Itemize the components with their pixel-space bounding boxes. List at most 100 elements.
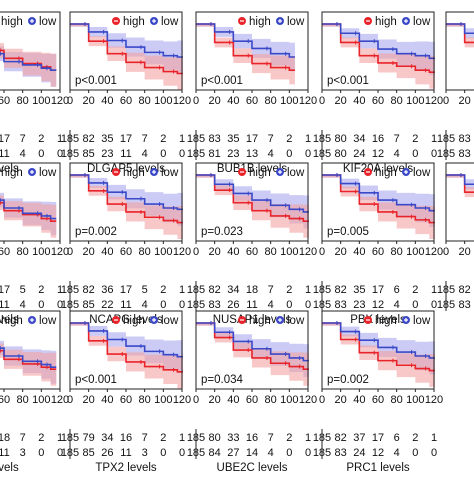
low-censor-mark xyxy=(0,346,3,351)
legend-high-label: high xyxy=(1,16,23,28)
high-censor-mark xyxy=(101,39,106,44)
x-tick-label: 80 xyxy=(265,95,277,107)
risk-high-count: 82 xyxy=(83,284,95,296)
risk-high-count: 82 xyxy=(335,432,347,444)
legend-low-label: low xyxy=(161,167,179,179)
x-tick-label: 20 xyxy=(83,246,95,258)
risk-high-count: 17 xyxy=(0,133,10,145)
x-tick-label: 0 xyxy=(443,95,449,107)
x-tick-label: 120 xyxy=(51,246,69,258)
risk-high-count: 17 xyxy=(372,284,384,296)
km-panel: highlow0204060801001201858318583 xyxy=(437,11,474,160)
risk-low-count: 83 xyxy=(335,447,347,459)
risk-low-count: 23 xyxy=(227,148,239,160)
risk-low-count: 11 xyxy=(0,148,10,160)
x-tick-label: 80 xyxy=(17,394,29,406)
legend-high-label: high xyxy=(375,167,397,179)
legend-low-swatch-mark xyxy=(404,170,408,174)
risk-low-count: 11 xyxy=(120,148,131,160)
risk-low-count: 81 xyxy=(209,148,221,160)
panel-title: PRC1 levels xyxy=(346,462,410,474)
low-censor-mark xyxy=(264,46,269,51)
risk-low-count: 0 xyxy=(38,299,44,311)
high-censor-mark xyxy=(283,65,288,70)
x-tick-label: 100 xyxy=(32,246,50,258)
risk-low-count: 14 xyxy=(246,447,258,459)
high-censor-mark xyxy=(227,335,232,340)
x-tick-label: 120 xyxy=(173,394,191,406)
risk-high-count: 2 xyxy=(160,432,166,444)
high-censor-mark xyxy=(264,355,269,360)
risk-high-count: 18 xyxy=(246,284,258,296)
risk-low-count: 11 xyxy=(0,447,10,459)
low-censor-mark xyxy=(264,346,269,351)
high-ci-band xyxy=(0,43,57,87)
x-tick-label: 40 xyxy=(227,394,239,406)
risk-high-count: 1 xyxy=(305,133,311,145)
x-tick-label: 20 xyxy=(335,95,347,107)
legend-low-label: low xyxy=(161,16,179,28)
x-tick-label: 60 xyxy=(0,95,10,107)
risk-high-count: 7 xyxy=(268,133,274,145)
high-censor-mark xyxy=(101,338,106,343)
low-survival-line xyxy=(0,199,57,220)
risk-low-count: 0 xyxy=(431,447,437,459)
risk-high-count: 2 xyxy=(286,133,292,145)
low-ci-band xyxy=(446,24,474,39)
legend-high-label: high xyxy=(249,167,271,179)
risk-low-count: 0 xyxy=(160,299,166,311)
high-censor-mark xyxy=(423,68,428,73)
risk-high-count: 2 xyxy=(160,133,166,145)
x-tick-label: 120 xyxy=(425,246,443,258)
risk-high-count: 36 xyxy=(101,284,113,296)
high-censor-mark xyxy=(390,358,395,363)
x-tick-label: 120 xyxy=(173,246,191,258)
high-censor-mark xyxy=(246,53,251,58)
x-tick-label: 60 xyxy=(0,246,10,258)
risk-high-count: 7 xyxy=(394,133,400,145)
low-ci-band xyxy=(196,24,295,72)
x-tick-label: 80 xyxy=(265,246,277,258)
risk-low-count: 85 xyxy=(83,148,95,160)
legend-low-label: low xyxy=(287,315,305,327)
x-tick-label: 80 xyxy=(139,95,151,107)
x-tick-label: 20 xyxy=(459,95,471,107)
p-value-label: p=0.034 xyxy=(201,374,243,386)
low-censor-mark xyxy=(0,51,3,56)
high-ci-band xyxy=(446,24,474,48)
legend-low-label: low xyxy=(413,315,431,327)
low-censor-mark xyxy=(157,50,162,55)
x-tick-label: 100 xyxy=(32,95,50,107)
x-tick-label: 40 xyxy=(353,246,365,258)
low-censor-mark xyxy=(372,39,377,44)
risk-high-count: 17 xyxy=(120,133,132,145)
x-tick-label: 100 xyxy=(280,95,298,107)
risk-low-count: 11 xyxy=(246,299,257,311)
risk-high-count: 83 xyxy=(209,133,221,145)
risk-low-count: 0 xyxy=(179,447,185,459)
risk-low-count: 4 xyxy=(268,299,274,311)
panel-title: NCAPG levels xyxy=(89,314,163,326)
x-tick-label: 20 xyxy=(335,394,347,406)
p-value-label: p<0.001 xyxy=(75,374,117,386)
risk-low-count: 11 xyxy=(120,447,131,459)
high-censor-mark xyxy=(227,188,232,193)
low-ci-band xyxy=(446,175,474,190)
x-tick-label: 0 xyxy=(319,95,325,107)
risk-low-count: 0 xyxy=(179,148,185,160)
legend-high-label: high xyxy=(123,16,145,28)
high-ci-band xyxy=(0,195,57,238)
low-survival-line xyxy=(0,52,57,71)
legend-high-label: high xyxy=(375,16,397,28)
low-censor-mark xyxy=(101,180,106,185)
low-censor-mark xyxy=(390,47,395,52)
high-censor-mark xyxy=(423,366,428,371)
legend-low-label: low xyxy=(161,315,179,327)
risk-high-count: 1 xyxy=(305,284,311,296)
x-tick-label: 0 xyxy=(67,95,73,107)
low-censor-mark xyxy=(35,211,40,216)
risk-high-count: 79 xyxy=(83,432,95,444)
